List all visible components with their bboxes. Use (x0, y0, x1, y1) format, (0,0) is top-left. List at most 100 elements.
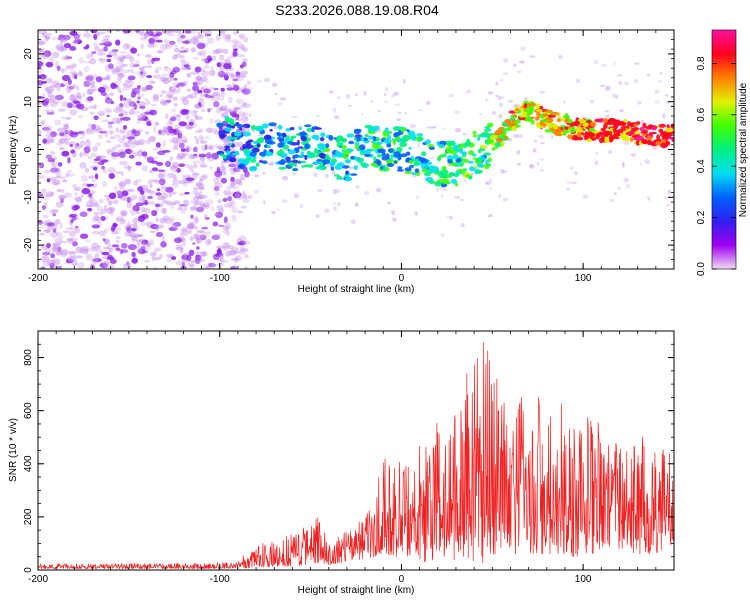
noise-blob (84, 140, 92, 147)
signal-blob (608, 135, 615, 141)
noise-blob (93, 115, 99, 121)
noise-blob (159, 208, 167, 213)
noise-blob (178, 180, 186, 185)
noise-blob (230, 176, 235, 183)
noise-blob (119, 102, 123, 107)
noise-blob (59, 222, 63, 229)
noise-blob (58, 195, 65, 201)
noise-blob (156, 161, 164, 166)
noise-blob (52, 223, 58, 230)
faint-blob (614, 94, 619, 99)
noise-blob (162, 207, 167, 214)
noise-blob (192, 110, 199, 113)
noise-blob (71, 63, 77, 68)
noise-blob (182, 98, 190, 106)
noise-blob (107, 63, 114, 70)
noise-blob (161, 235, 166, 243)
noise-blob (125, 84, 134, 88)
colorbar-tick-label: 0.6 (696, 107, 707, 121)
signal-blob (448, 145, 453, 151)
noise-blob (50, 131, 57, 138)
noise-blob (193, 201, 202, 206)
noise-blob (87, 207, 93, 212)
signal-blob (479, 163, 484, 168)
noise-blob (65, 116, 72, 120)
signal-blob (539, 120, 544, 125)
signal-blob (641, 138, 646, 144)
noise-blob (86, 53, 90, 60)
faint-blob (657, 80, 662, 83)
signal-blob (635, 139, 641, 146)
noise-blob (86, 183, 94, 187)
faint-blob (331, 170, 336, 175)
noise-blob (178, 142, 185, 147)
faint-blob (296, 125, 304, 128)
faint-blob (247, 87, 253, 91)
noise-blob (160, 218, 167, 224)
noise-blob (162, 215, 170, 221)
noise-blob (155, 231, 164, 238)
noise-blob (123, 63, 129, 67)
faint-blob (443, 188, 448, 191)
noise-blob (46, 222, 56, 227)
noise-blob (91, 257, 98, 265)
faint-blob (538, 134, 545, 139)
noise-blob (141, 86, 148, 91)
noise-blob (108, 211, 115, 216)
faint-blob (495, 94, 500, 98)
noise-blob (160, 43, 168, 51)
noise-blob (181, 227, 189, 232)
noise-blob (195, 181, 202, 187)
signal-blob (300, 136, 307, 142)
noise-blob (239, 73, 246, 77)
faint-blob (228, 108, 232, 112)
noise-blob (219, 64, 225, 72)
noise-blob (54, 119, 62, 126)
noise-blob (146, 75, 153, 79)
noise-blob (151, 255, 155, 262)
noise-blob (135, 59, 140, 66)
signal-blob (484, 164, 490, 170)
noise-blob (179, 59, 186, 63)
noise-blob (199, 164, 208, 168)
noise-blob (187, 260, 195, 267)
signal-blob (358, 144, 366, 151)
noise-blob (107, 201, 113, 206)
noise-blob (50, 253, 55, 259)
faint-blob (664, 94, 669, 97)
noise-blob (198, 128, 204, 133)
noise-blob (150, 160, 158, 164)
noise-blob (100, 119, 110, 123)
noise-blob (140, 67, 145, 72)
signal-blob (294, 154, 299, 159)
faint-blob (536, 161, 540, 166)
signal-blob (228, 143, 233, 146)
signal-blob (255, 126, 264, 132)
signal-blob (438, 154, 445, 158)
noise-blob (198, 194, 208, 199)
faint-blob (313, 172, 318, 178)
noise-blob (151, 57, 155, 64)
noise-blob (180, 66, 187, 71)
noise-blob (173, 96, 178, 101)
noise-blob (236, 54, 246, 58)
noise-blob (190, 47, 197, 53)
noise-blob (171, 256, 177, 260)
noise-blob (166, 200, 173, 206)
noise-blob (229, 250, 237, 256)
signal-blob (298, 127, 303, 130)
faint-blob (275, 208, 279, 211)
faint-blob (394, 92, 400, 96)
signal-blob (512, 114, 518, 117)
noise-blob (220, 177, 227, 184)
faint-blob (485, 180, 492, 185)
noise-blob (124, 178, 132, 185)
signal-blob (256, 138, 265, 144)
noise-blob (130, 70, 135, 74)
noise-blob (75, 255, 84, 259)
faint-blob (512, 63, 517, 67)
noise-blob (175, 246, 184, 251)
noise-blob (121, 187, 125, 190)
signal-blob (452, 154, 459, 160)
noise-blob (157, 174, 163, 178)
